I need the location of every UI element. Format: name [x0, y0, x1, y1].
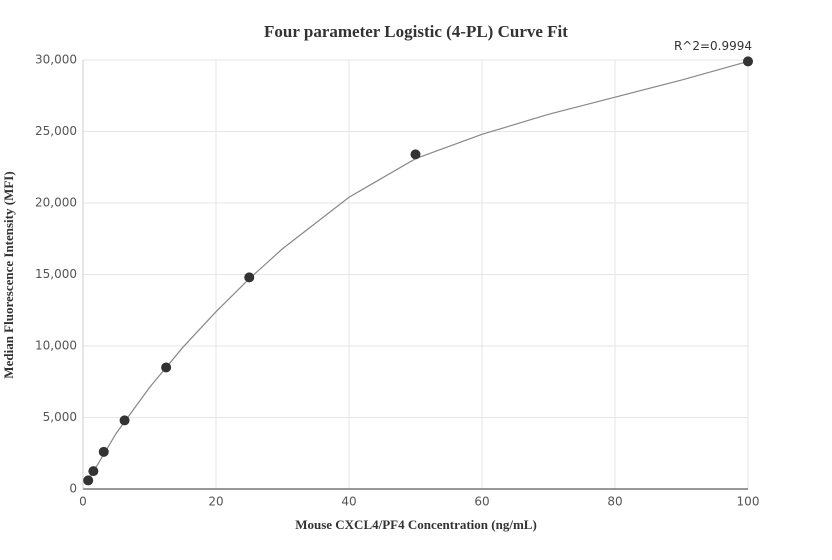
x-tick-label: 20: [208, 495, 223, 509]
x-tick-label: 40: [341, 495, 356, 509]
x-tick-label: 60: [474, 495, 489, 509]
y-tick-label: 20,000: [35, 196, 77, 210]
y-tick-label: 0: [69, 482, 77, 496]
x-tick-label: 100: [737, 495, 760, 509]
fit-curve: [87, 60, 749, 481]
x-tick-label: 0: [79, 495, 87, 509]
chart-title: Four parameter Logistic (4-PL) Curve Fit: [264, 22, 568, 41]
data-point: [244, 272, 255, 283]
data-point: [743, 56, 753, 67]
x-tick-label: 80: [607, 495, 622, 509]
y-tick-label: 25,000: [35, 124, 77, 138]
y-tick-label: 15,000: [35, 267, 77, 281]
data-point: [119, 415, 130, 426]
data-point: [83, 475, 94, 486]
annotation: R^2=0.9994: [674, 39, 752, 53]
data-point: [161, 362, 172, 373]
y-tick-label: 30,000: [35, 53, 77, 67]
x-axis-label: Mouse CXCL4/PF4 Concentration (ng/mL): [295, 517, 537, 532]
data-point: [410, 149, 421, 160]
y-axis-label: Median Fluorescence Intensity (MFI): [1, 171, 16, 378]
y-tick-label: 10,000: [35, 339, 77, 353]
data-point: [88, 466, 99, 477]
data-point: [98, 446, 109, 457]
y-tick-label: 5,000: [43, 410, 77, 424]
